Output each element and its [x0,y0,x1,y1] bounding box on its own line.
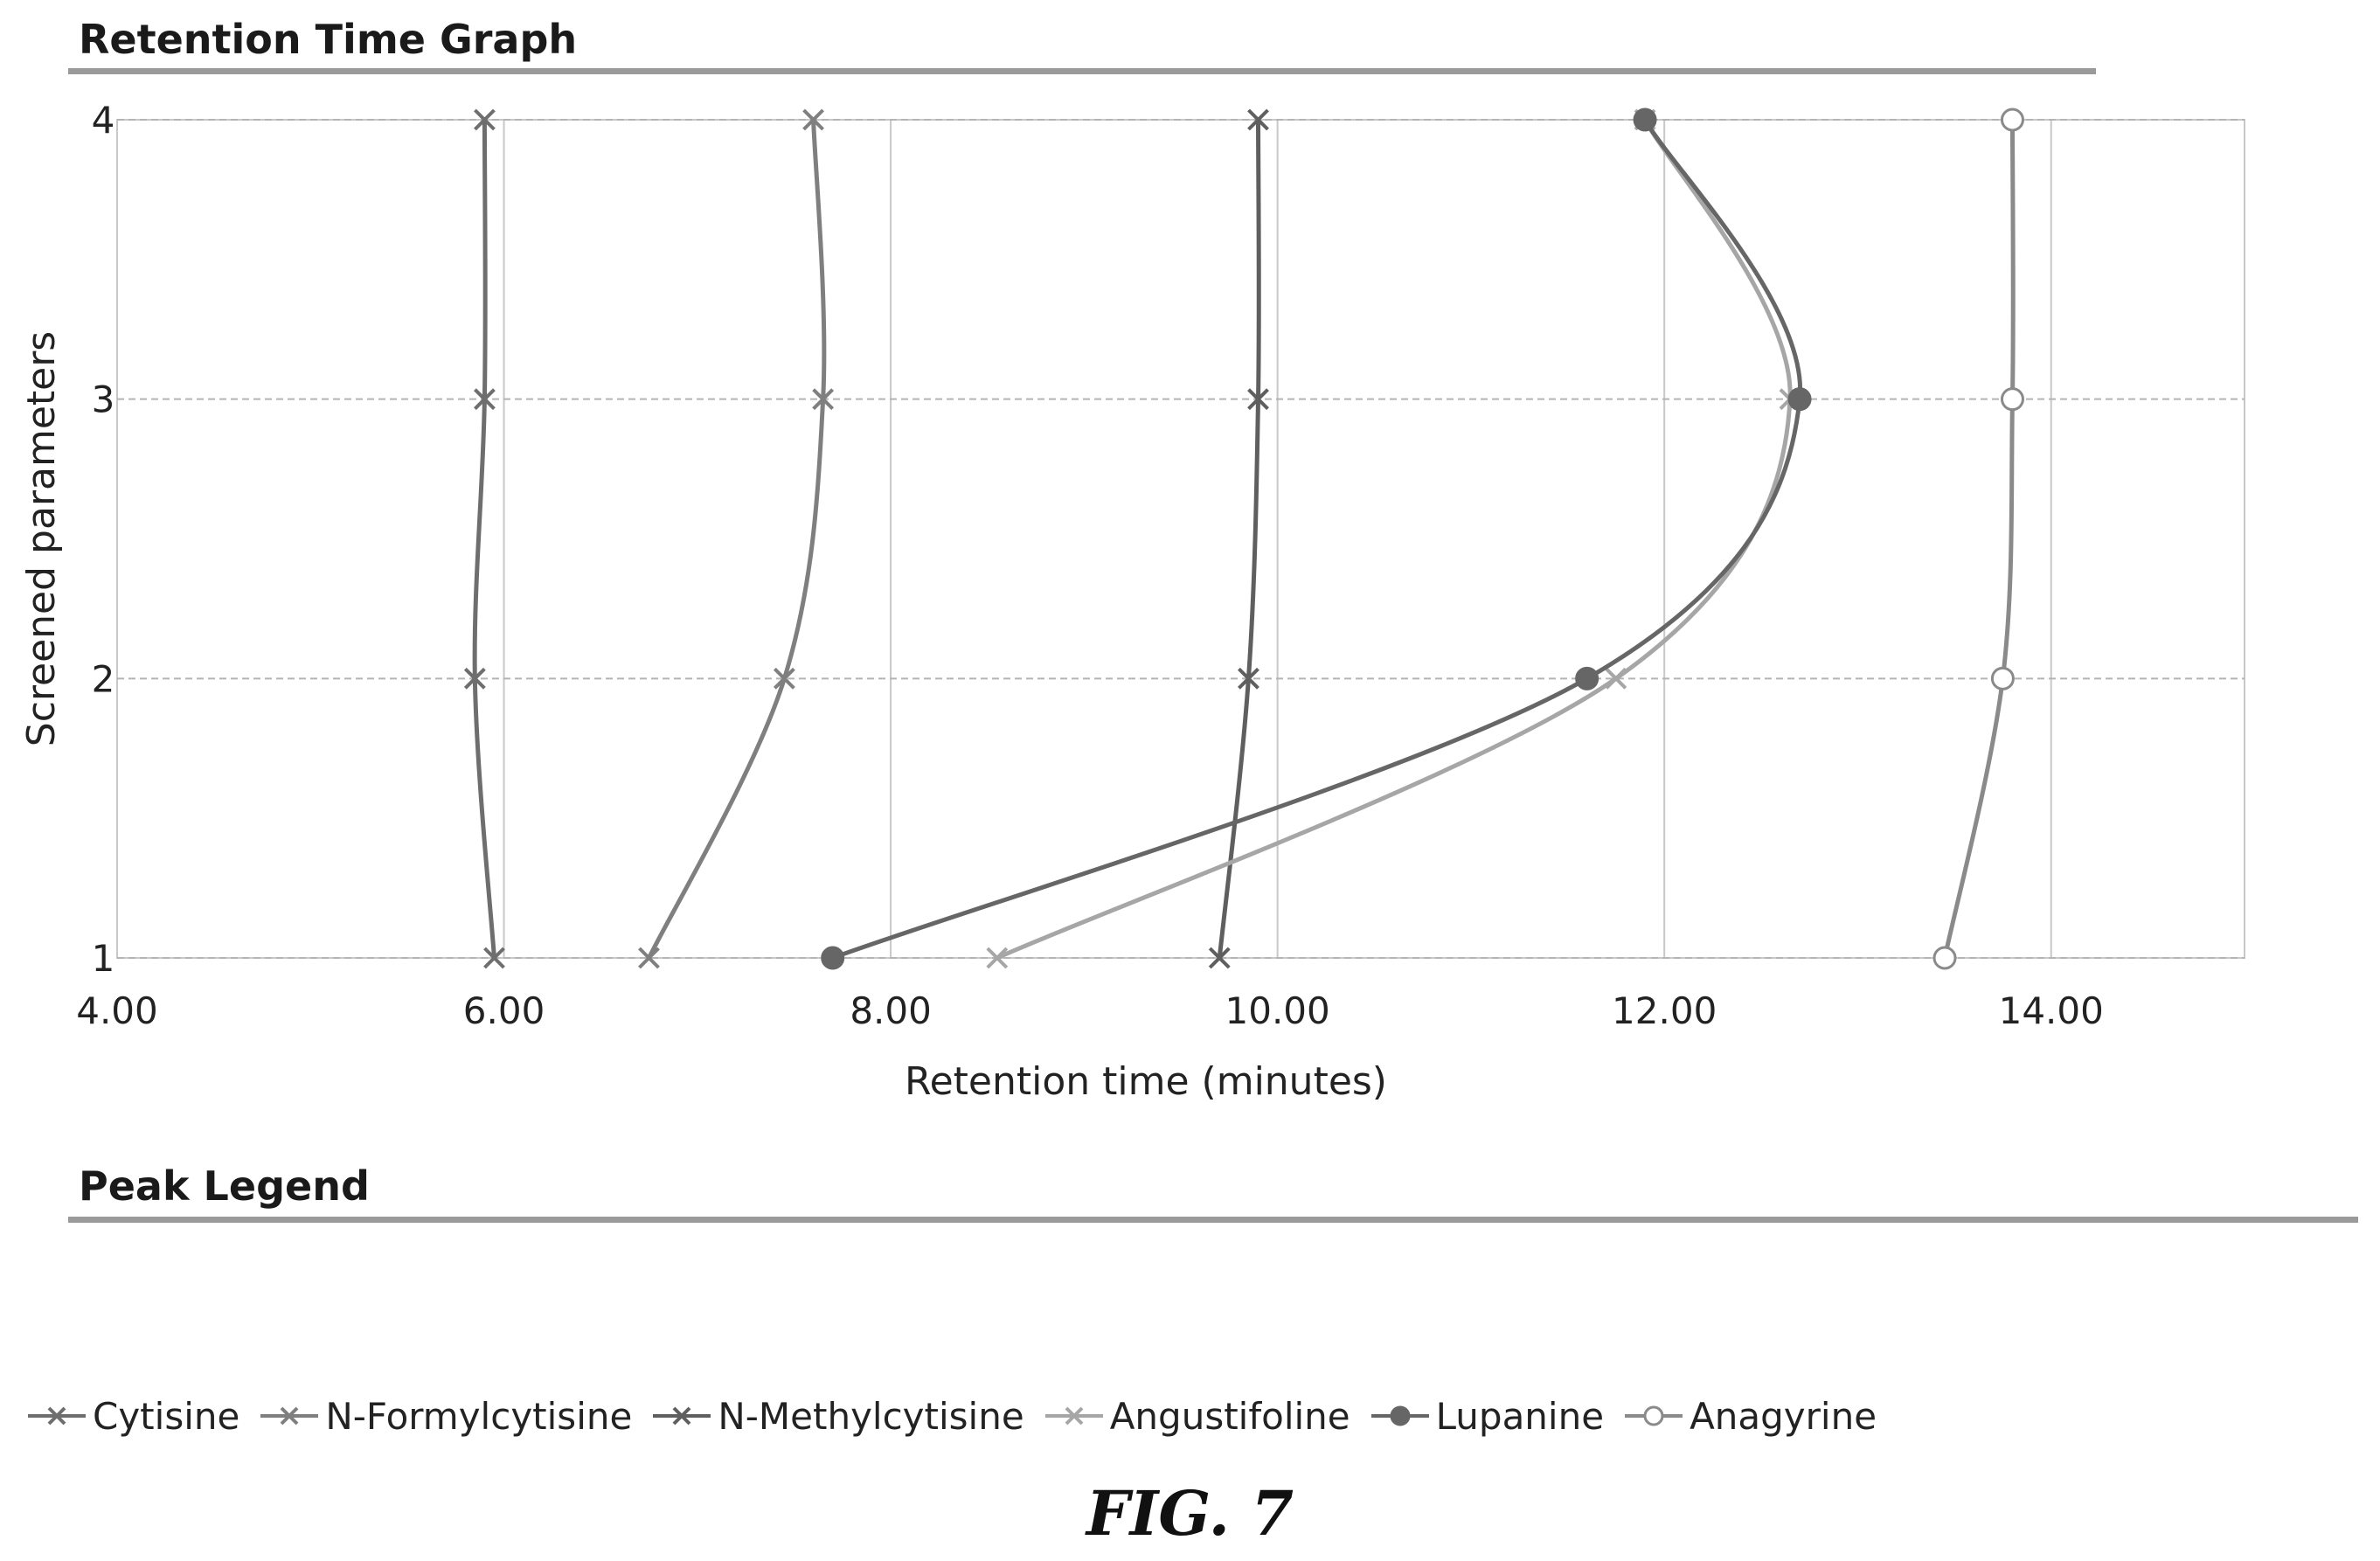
x-tick-label: 6.00 [463,989,545,1032]
data-point-lupanine [1575,666,1599,690]
series-line-anagyrine [1942,119,2016,959]
data-point-n-formylcytisine [638,947,660,969]
data-point-lupanine [1787,387,1812,412]
legend-item-lupanine: Lupanine [1370,1395,1604,1438]
y-axis-title: Screened parameters [19,331,64,746]
figure-label: FIG. 7 [1086,1477,1294,1550]
legend-item-angustifoline: Angustifoline [1044,1395,1350,1438]
chart-heading-rule [68,68,2096,74]
x-tick-label: 4.00 [76,989,158,1032]
x-tick-label: 10.00 [1225,989,1330,1032]
legend-label: Lupanine [1435,1394,1605,1438]
legend-label: N-Formylcytisine [325,1394,633,1438]
series-line-cytisine [472,119,496,959]
legend-item-n-methylcytisine: N-Methylcytisine [651,1394,1024,1438]
x-tick-label: 8.00 [850,989,932,1032]
data-point-anagyrine [1990,666,2015,690]
legend-swatch-lupanine [1370,1405,1429,1426]
series-line-n-formylcytisine [647,119,827,960]
data-point-cytisine [463,667,486,690]
legend-swatch-anagyrine [1625,1405,1683,1426]
chart-heading: Retention Time Graph [79,16,578,63]
legend-label: Angustifoline [1109,1394,1350,1438]
legend-heading-rule [68,1217,2358,1223]
peak-legend: Cytisine N-Formylcytisine N-Methylcytisine… [26,1385,1896,1447]
plot-area [116,119,2245,959]
data-point-n-formylcytisine [802,108,824,131]
y-tick-label: 3 [92,378,115,421]
data-point-angustifoline [1605,667,1627,690]
x-axis-title: Retention time (minutes) [905,1059,1387,1104]
series-line-lupanine [831,118,1802,961]
retention-time-chart: 4.00 6.00 8.00 10.00 12.00 14.00 1 2 3 4 Retention… [19,99,2245,1104]
legend-swatch-cytisine [28,1406,86,1426]
legend-label: Anagyrine [1690,1394,1877,1438]
data-point-anagyrine [2000,387,2024,412]
legend-item-n-formylcytisine: N-Formylcytisine [259,1395,632,1438]
legend-swatch-angustifoline [1044,1406,1103,1426]
legend-label: Cytisine [93,1394,240,1438]
data-point-lupanine [821,946,845,970]
data-point-angustifoline [986,947,1009,969]
data-point-n-formylcytisine [812,388,835,411]
y-tick-label: 4 [92,99,115,142]
legend-swatch-n-formylcytisine [260,1406,319,1426]
data-point-cytisine [474,108,496,131]
series-line-n-methylcytisine [1217,119,1261,959]
legend-item-anagyrine: Anagyrine [1623,1395,1877,1438]
x-tick-label: 14.00 [1999,989,2104,1032]
y-tick-label: 1 [92,937,115,980]
data-point-n-methylcytisine [1208,947,1231,969]
legend-heading: Peak Legend [79,1162,370,1210]
data-point-n-formylcytisine [773,667,795,690]
legend-swatch-n-methylcytisine [653,1406,711,1426]
data-point-n-methylcytisine [1247,388,1269,411]
legend-label: N-Methylcytisine [718,1394,1024,1438]
data-point-anagyrine [2000,108,2024,132]
y-tick-label: 2 [92,657,115,700]
data-point-cytisine [483,947,505,969]
data-point-cytisine [474,388,496,411]
legend-item-cytisine: Cytisine [26,1395,239,1438]
data-point-n-methylcytisine [1247,108,1269,131]
series-line-angustifoline [996,118,1793,961]
data-point-anagyrine [1932,946,1957,970]
data-point-n-methylcytisine [1238,667,1259,690]
data-point-lupanine [1633,108,1657,132]
x-tick-label: 12.00 [1612,989,1717,1032]
